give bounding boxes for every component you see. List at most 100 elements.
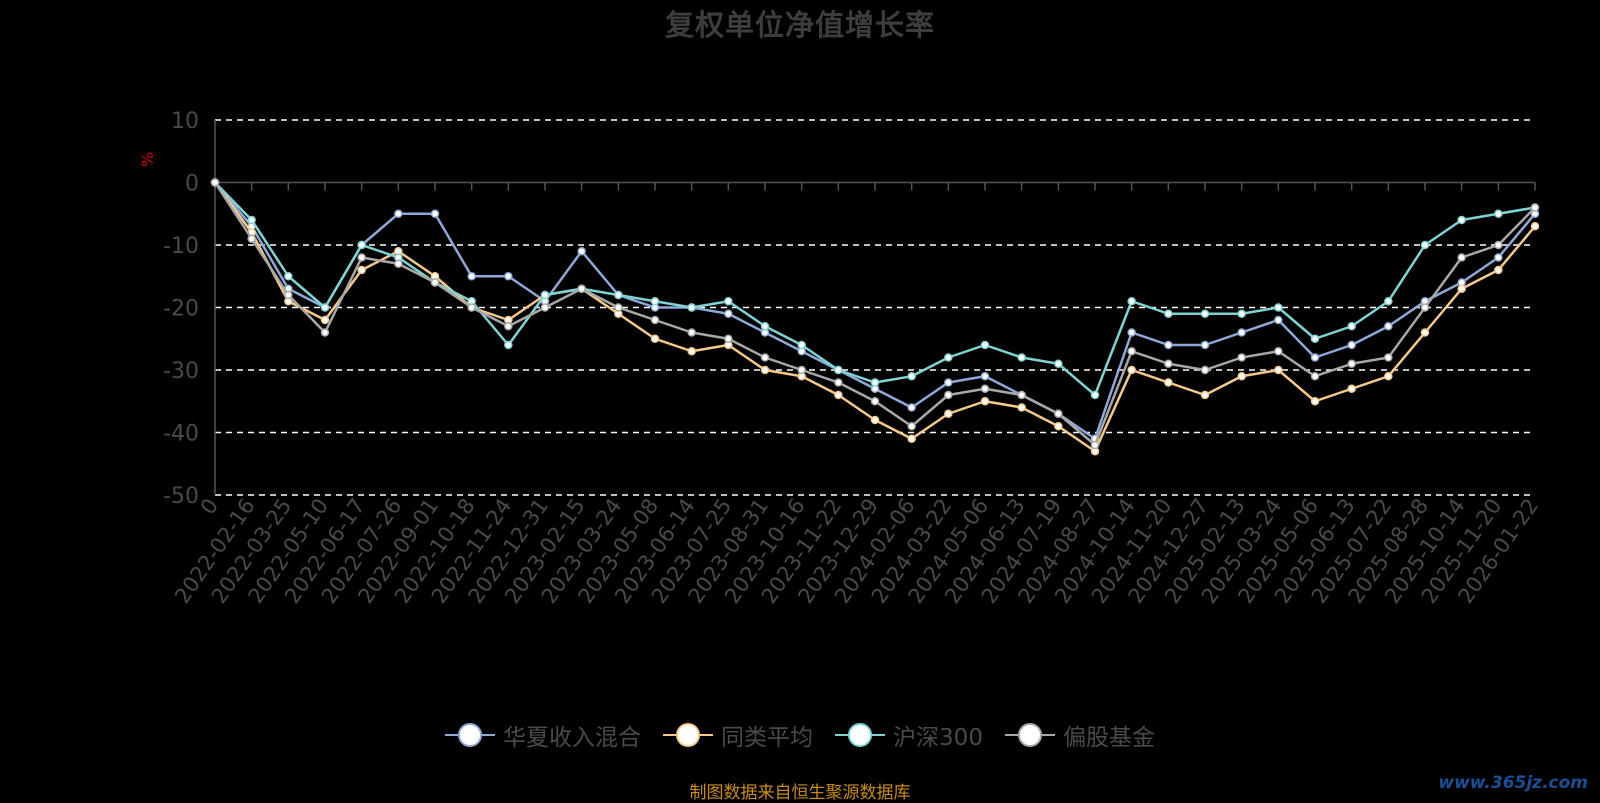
data-point[interactable]: [1494, 265, 1503, 275]
data-point[interactable]: [1054, 359, 1063, 368]
data-point[interactable]: [394, 209, 403, 218]
data-point[interactable]: [1017, 390, 1026, 400]
data-point[interactable]: [650, 297, 660, 306]
data-point[interactable]: [907, 434, 916, 443]
data-point[interactable]: [724, 297, 733, 306]
data-point[interactable]: [1310, 353, 1320, 362]
data-point[interactable]: [394, 259, 403, 268]
data-point[interactable]: [1494, 240, 1503, 250]
data-point[interactable]: [540, 290, 550, 300]
data-point[interactable]: [1127, 297, 1136, 306]
data-point[interactable]: [1017, 353, 1026, 362]
data-point[interactable]: [1237, 372, 1246, 381]
data-point[interactable]: [1384, 353, 1393, 362]
data-point[interactable]: [1310, 397, 1320, 406]
data-point[interactable]: [1200, 365, 1210, 375]
data-point[interactable]: [980, 340, 990, 350]
data-point[interactable]: [1164, 309, 1173, 318]
data-point[interactable]: [834, 390, 843, 400]
data-point[interactable]: [1457, 253, 1466, 262]
legend-item-hs300[interactable]: 沪深300: [835, 718, 983, 752]
data-point[interactable]: [504, 272, 513, 281]
data-point[interactable]: [1200, 390, 1210, 400]
data-point[interactable]: [467, 303, 476, 312]
data-point[interactable]: [907, 403, 916, 412]
data-point[interactable]: [504, 340, 513, 350]
data-point[interactable]: [687, 347, 696, 356]
data-point[interactable]: [357, 265, 366, 275]
data-point[interactable]: [907, 372, 916, 381]
data-point[interactable]: [1274, 347, 1283, 356]
legend-item-huaxia[interactable]: 华夏收入混合: [445, 718, 641, 752]
data-point[interactable]: [724, 309, 733, 318]
data-point[interactable]: [1457, 284, 1466, 293]
data-point[interactable]: [944, 378, 953, 387]
data-point[interactable]: [247, 215, 256, 225]
data-point[interactable]: [467, 272, 476, 281]
data-point[interactable]: [320, 328, 330, 337]
data-point[interactable]: [430, 209, 440, 218]
data-point[interactable]: [760, 365, 770, 375]
legend-item-peer-average[interactable]: 同类平均: [663, 718, 813, 752]
data-point[interactable]: [1347, 384, 1356, 393]
data-point[interactable]: [944, 353, 953, 362]
data-point[interactable]: [1274, 303, 1283, 312]
data-point[interactable]: [1494, 209, 1503, 218]
data-point[interactable]: [650, 334, 660, 343]
data-point[interactable]: [1384, 297, 1393, 306]
data-point[interactable]: [577, 247, 586, 256]
data-point[interactable]: [1017, 403, 1026, 412]
data-point[interactable]: [1347, 359, 1356, 368]
data-point[interactable]: [1347, 322, 1356, 331]
data-point[interactable]: [247, 234, 256, 243]
data-point[interactable]: [870, 397, 880, 406]
data-point[interactable]: [1127, 365, 1136, 375]
data-point[interactable]: [614, 303, 623, 312]
data-point[interactable]: [907, 422, 916, 431]
data-point[interactable]: [870, 415, 880, 425]
data-point[interactable]: [1127, 347, 1136, 356]
data-point[interactable]: [1457, 215, 1466, 225]
data-point[interactable]: [834, 365, 843, 375]
data-point[interactable]: [1237, 353, 1246, 362]
data-point[interactable]: [1274, 365, 1283, 375]
data-point[interactable]: [614, 290, 623, 300]
data-point[interactable]: [1530, 203, 1540, 212]
data-point[interactable]: [320, 315, 330, 325]
data-point[interactable]: [1494, 253, 1503, 262]
data-point[interactable]: [320, 303, 330, 312]
data-point[interactable]: [1200, 309, 1210, 318]
data-point[interactable]: [1347, 340, 1356, 350]
data-point[interactable]: [980, 397, 990, 406]
data-point[interactable]: [1420, 240, 1430, 250]
data-point[interactable]: [1384, 322, 1393, 331]
data-point[interactable]: [980, 372, 990, 381]
data-point[interactable]: [1420, 328, 1430, 337]
legend-item-equity-fund[interactable]: 偏股基金: [1004, 718, 1155, 752]
data-point[interactable]: [687, 303, 696, 312]
data-point[interactable]: [430, 278, 440, 287]
data-point[interactable]: [504, 322, 513, 331]
data-point[interactable]: [1090, 440, 1100, 450]
data-point[interactable]: [1164, 378, 1173, 387]
data-point[interactable]: [980, 384, 990, 393]
data-point[interactable]: [1054, 409, 1063, 418]
data-point[interactable]: [870, 378, 880, 387]
data-point[interactable]: [834, 378, 843, 387]
data-point[interactable]: [540, 303, 550, 312]
data-point[interactable]: [650, 315, 660, 325]
data-point[interactable]: [760, 353, 770, 362]
data-point[interactable]: [1237, 309, 1246, 318]
data-point[interactable]: [1090, 390, 1100, 400]
data-point[interactable]: [724, 334, 733, 343]
data-point[interactable]: [577, 284, 586, 293]
data-point[interactable]: [1420, 303, 1430, 312]
data-point[interactable]: [797, 340, 806, 350]
data-point[interactable]: [1530, 222, 1540, 231]
data-point[interactable]: [1237, 328, 1246, 337]
data-point[interactable]: [1384, 372, 1393, 381]
data-point[interactable]: [1164, 359, 1173, 368]
data-point[interactable]: [357, 240, 366, 250]
data-point[interactable]: [1310, 334, 1320, 343]
data-point[interactable]: [944, 390, 953, 400]
